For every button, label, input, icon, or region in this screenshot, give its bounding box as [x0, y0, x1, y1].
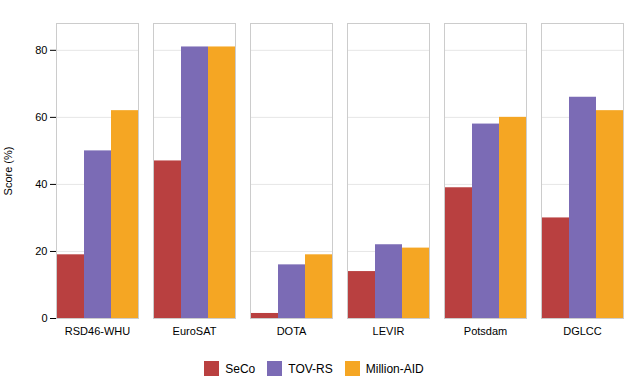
- svg-text:Score (%): Score (%): [2, 147, 14, 196]
- svg-text:80: 80: [35, 44, 47, 56]
- svg-text:Potsdam: Potsdam: [464, 325, 507, 337]
- html-text:SeCo: SeCo: [225, 361, 256, 376]
- svg-text:LEVIR: LEVIR: [373, 325, 405, 337]
- svg-text:RSD46-WHU: RSD46-WHU: [65, 325, 130, 337]
- svg-text:DOTA: DOTA: [277, 325, 307, 337]
- svg-text:20: 20: [35, 245, 47, 257]
- svg-text:DGLCC: DGLCC: [563, 325, 602, 337]
- svg-text:60: 60: [35, 111, 47, 123]
- html-text:TOV-RS: TOV-RS: [288, 361, 333, 376]
- svg-text:0: 0: [41, 312, 47, 324]
- svg-text:EuroSAT: EuroSAT: [173, 325, 217, 337]
- html-text:Million-AID: Million-AID: [365, 361, 424, 376]
- svg-text:40: 40: [35, 178, 47, 190]
